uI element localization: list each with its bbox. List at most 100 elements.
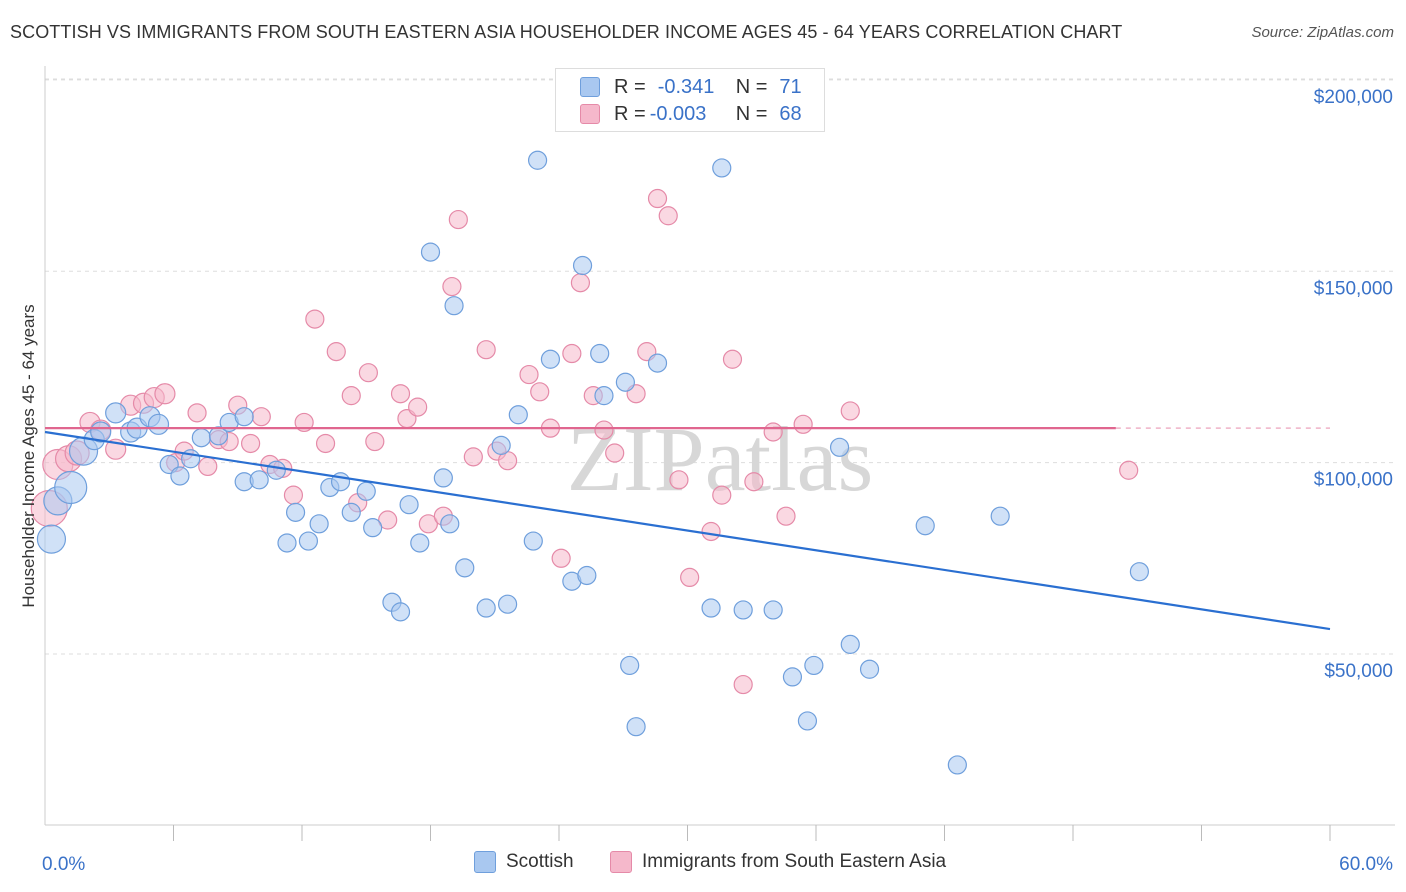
- legend-r-value: -0.341: [657, 75, 715, 98]
- scottish-point: [594, 386, 614, 406]
- axis-labels: $50,000 $100,000 $150,000 $200,000 0.0% 60.0%…: [19, 87, 1393, 875]
- legend-r-label: R =: [614, 102, 646, 125]
- immigrant-point: [390, 384, 411, 404]
- scottish-point: [476, 598, 496, 618]
- immigrant-point: [476, 340, 496, 360]
- scottish-point: [840, 634, 860, 654]
- scottish-point: [363, 518, 383, 538]
- immigrant-point: [701, 521, 721, 542]
- legend-row-immigrants: R = -0.003 N = 68: [580, 101, 802, 127]
- scottish-point: [712, 158, 732, 178]
- scottish-point: [572, 255, 593, 276]
- legend-item-immigrants: Immigrants from South Eastern Asia: [610, 851, 946, 873]
- immigrant-point: [722, 349, 743, 369]
- legend-n-label: N =: [735, 102, 768, 125]
- scottish-point: [590, 343, 610, 364]
- immigrant-point: [647, 188, 668, 209]
- immigrant-point: [669, 470, 689, 490]
- scottish-point: [285, 502, 306, 522]
- immigrant-point: [408, 397, 428, 417]
- scottish-point: [298, 531, 319, 551]
- scottish-point: [498, 594, 518, 614]
- scottish-point: [191, 428, 211, 448]
- scottish-point: [508, 405, 528, 425]
- chart-title: SCOTTISH VS IMMIGRANTS FROM SOUTH EASTER…: [10, 22, 1123, 42]
- y-tick-label: $150,000: [1314, 278, 1393, 299]
- correlation-legend: R = -0.341 N = 71 R = -0.003 N = 68: [555, 68, 825, 132]
- immigrant-point: [1119, 460, 1139, 480]
- immigrant-point: [154, 383, 176, 405]
- legend-item-scottish: Scottish: [474, 851, 574, 873]
- immigrant-point: [442, 276, 462, 297]
- immigrant-point: [712, 485, 732, 505]
- scottish-point: [455, 558, 475, 578]
- scottish-point: [234, 407, 254, 427]
- immigrant-point: [744, 472, 764, 492]
- source-credit: Source: ZipAtlas.com: [1251, 24, 1394, 41]
- scottish-point: [410, 533, 430, 553]
- x-tick-label: 60.0%: [1339, 854, 1393, 875]
- immigrant-point: [530, 382, 550, 402]
- scottish-point: [577, 565, 597, 586]
- scottish-point: [249, 470, 269, 490]
- scottish-point: [266, 460, 286, 480]
- scottish-point: [947, 755, 967, 775]
- scottish-point: [733, 600, 753, 620]
- immigrant-point: [793, 414, 813, 434]
- legend-label-scottish: Scottish: [506, 851, 574, 872]
- scottish-point: [208, 426, 229, 446]
- legend-label-immigrants: Immigrants from South Eastern Asia: [642, 851, 947, 872]
- scottish-point: [647, 353, 668, 373]
- scottish-point: [859, 659, 880, 679]
- data-points: [30, 150, 1149, 775]
- immigrant-point: [570, 273, 591, 293]
- immigrant-point: [551, 548, 571, 568]
- scottish-point: [1129, 562, 1149, 582]
- scottish-point: [701, 598, 721, 618]
- scottish-point: [626, 717, 646, 737]
- legend-r-value: -0.003: [649, 102, 707, 125]
- immigrant-point: [418, 514, 438, 534]
- immigrant-point: [776, 506, 796, 526]
- immigrant-point: [605, 443, 625, 463]
- scottish-point: [444, 296, 464, 316]
- scottish-point: [915, 516, 935, 536]
- immigrant-point: [763, 422, 783, 442]
- y-tick-label: $200,000: [1314, 87, 1393, 108]
- legend-swatch-immigrants: [580, 104, 600, 124]
- immigrant-point: [315, 433, 336, 454]
- immigrant-point: [341, 386, 361, 406]
- immigrant-point: [463, 447, 483, 467]
- legend-swatch-scottish: [580, 77, 600, 97]
- immigrant-point: [283, 485, 304, 505]
- scottish-point: [804, 655, 824, 676]
- scottish-point: [277, 533, 297, 553]
- legend-row-scottish: R = -0.341 N = 71: [580, 74, 802, 100]
- scottish-point: [523, 531, 543, 551]
- legend-swatch-immigrants: [610, 851, 632, 873]
- scottish-point: [491, 435, 511, 455]
- scottish-point: [620, 655, 640, 676]
- scottish-point: [782, 667, 803, 687]
- immigrant-point: [840, 401, 860, 421]
- scottish-point: [615, 372, 635, 392]
- immigrant-point: [562, 343, 582, 364]
- legend-n-value: 71: [779, 75, 802, 98]
- immigrant-point: [294, 412, 314, 433]
- scottish-point: [527, 150, 548, 170]
- scottish-point: [797, 711, 818, 731]
- scottish-point: [356, 481, 376, 501]
- immigrant-point: [241, 433, 261, 454]
- immigrant-point: [733, 674, 753, 695]
- immigrant-point: [326, 342, 346, 362]
- trend-lines: [44, 427, 1331, 631]
- immigrant-point: [305, 309, 325, 329]
- scottish-point: [433, 468, 453, 488]
- immigrant-point: [187, 403, 207, 423]
- scottish-trend-line: [44, 430, 1331, 631]
- legend-n-label: N =: [735, 75, 768, 98]
- legend-swatch-scottish: [474, 851, 496, 873]
- scottish-point: [440, 514, 460, 534]
- axes: [44, 66, 1395, 841]
